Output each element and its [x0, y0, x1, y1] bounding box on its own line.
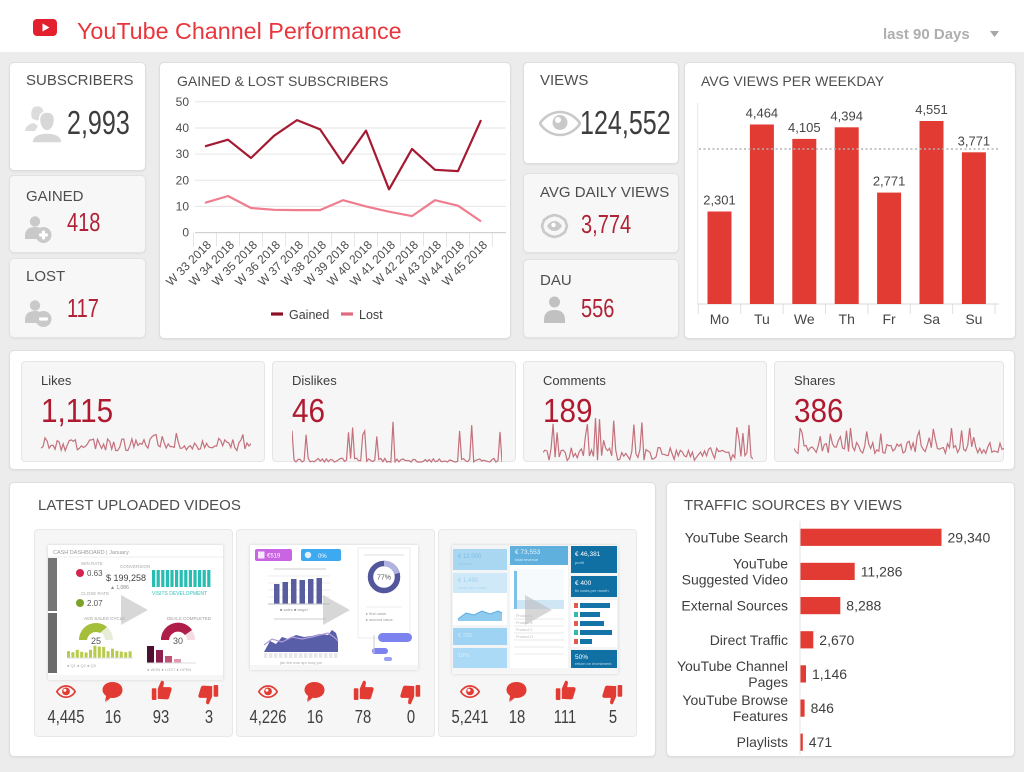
svg-text:Sa: Sa — [923, 311, 940, 327]
svg-text:1,146: 1,146 — [812, 666, 847, 682]
svg-text:Pages: Pages — [748, 674, 788, 690]
svg-text:4,551: 4,551 — [915, 102, 948, 117]
svg-text:▸ first value: ▸ first value — [366, 611, 387, 616]
svg-text:0.63: 0.63 — [87, 569, 103, 578]
svg-text:We: We — [794, 311, 815, 327]
svg-text:YouTube: YouTube — [733, 555, 788, 571]
svg-text:VISITS DEVELOPMENT: VISITS DEVELOPMENT — [152, 591, 207, 597]
svg-text:Gained: Gained — [289, 308, 329, 322]
svg-text:30: 30 — [176, 147, 190, 161]
svg-text:€ 1,490: € 1,490 — [458, 578, 479, 584]
svg-text:YouTube Search: YouTube Search — [685, 529, 788, 545]
svg-text:Lost: Lost — [359, 308, 383, 322]
svg-text:return on investment: return on investment — [575, 661, 612, 666]
svg-text:CASH DASHBOARD | January: CASH DASHBOARD | January — [53, 550, 129, 556]
svg-text:WIN RATE: WIN RATE — [81, 561, 103, 566]
svg-text:Features: Features — [733, 708, 788, 724]
svg-text:846: 846 — [811, 700, 835, 716]
svg-text:● WON ● LOST ● OPEN: ● WON ● LOST ● OPEN — [147, 667, 191, 672]
svg-text:0: 0 — [182, 226, 189, 240]
svg-text:40: 40 — [176, 121, 190, 135]
svg-text:▲ 1,086: ▲ 1,086 — [110, 585, 129, 591]
svg-text:25: 25 — [91, 636, 101, 646]
svg-text:€ 400: € 400 — [575, 580, 592, 587]
svg-text:€ 46,381: € 46,381 — [575, 551, 601, 558]
svg-text:2.07: 2.07 — [87, 599, 103, 608]
svg-text:CONVERSION: CONVERSION — [120, 564, 150, 569]
svg-text:€ 12,000: € 12,000 — [458, 554, 482, 560]
svg-text:Direct Traffic: Direct Traffic — [710, 632, 788, 648]
svg-text:Product B: Product B — [516, 621, 533, 625]
svg-text:10: 10 — [176, 199, 190, 213]
svg-text:2,301: 2,301 — [703, 193, 736, 208]
svg-text:3,771: 3,771 — [958, 133, 991, 148]
svg-text:$ 199,258: $ 199,258 — [106, 573, 146, 583]
svg-text:50%: 50% — [575, 654, 588, 661]
svg-text:2,771: 2,771 — [873, 174, 906, 189]
svg-text:Suggested Video: Suggested Video — [682, 571, 789, 587]
svg-text:▸ second value: ▸ second value — [366, 617, 393, 622]
svg-text:AVG SALES CYCLE: AVG SALES CYCLE — [84, 616, 125, 621]
svg-text:profit: profit — [575, 560, 585, 565]
svg-text:20: 20 — [176, 173, 190, 187]
svg-text:● Q1 ● Q2 ● Q3: ● Q1 ● Q2 ● Q3 — [67, 663, 97, 668]
svg-text:Product D: Product D — [516, 635, 533, 639]
svg-text:4,464: 4,464 — [746, 106, 779, 121]
svg-text:4,394: 4,394 — [830, 108, 863, 123]
svg-text:4,105: 4,105 — [788, 120, 821, 135]
svg-text:DEALS COMPLETED: DEALS COMPLETED — [167, 616, 212, 621]
svg-text:€519: €519 — [267, 554, 281, 560]
svg-text:Playlists: Playlists — [737, 734, 788, 750]
svg-text:■ sales ■ target: ■ sales ■ target — [280, 607, 309, 612]
svg-text:Product A: Product A — [516, 614, 533, 618]
svg-text:YouTube Channel: YouTube Channel — [677, 658, 788, 674]
svg-text:77%: 77% — [377, 575, 391, 582]
svg-text:Mo: Mo — [710, 311, 730, 327]
svg-text:Th: Th — [839, 311, 855, 327]
svg-text:€ 73,553: € 73,553 — [515, 549, 541, 556]
svg-text:revenue: revenue — [458, 561, 473, 566]
svg-text:18%: 18% — [458, 653, 469, 659]
svg-text:Su: Su — [965, 311, 982, 327]
svg-text:2,670: 2,670 — [819, 632, 854, 648]
svg-text:Fr: Fr — [882, 311, 896, 327]
svg-text:29,340: 29,340 — [948, 529, 991, 545]
svg-text:YouTube Browse: YouTube Browse — [682, 692, 788, 708]
svg-text:50: 50 — [176, 95, 190, 109]
svg-text:costs per month: costs per month — [458, 585, 486, 590]
svg-text:€ 730: € 730 — [458, 633, 472, 639]
svg-text:30: 30 — [173, 636, 183, 646]
svg-text:CLOSE RATE: CLOSE RATE — [81, 591, 109, 596]
svg-text:Product C: Product C — [516, 628, 533, 632]
svg-text:11,286: 11,286 — [861, 563, 903, 579]
svg-text:External Sources: External Sources — [681, 598, 788, 614]
svg-text:8,288: 8,288 — [846, 598, 881, 614]
svg-text:jan feb mar apr may jun: jan feb mar apr may jun — [279, 660, 322, 665]
svg-text:total revenue: total revenue — [515, 557, 539, 562]
svg-text:Tu: Tu — [754, 311, 770, 327]
svg-text:0%: 0% — [318, 554, 327, 560]
svg-text:471: 471 — [809, 734, 833, 750]
svg-text:fix costs per month: fix costs per month — [575, 588, 609, 593]
